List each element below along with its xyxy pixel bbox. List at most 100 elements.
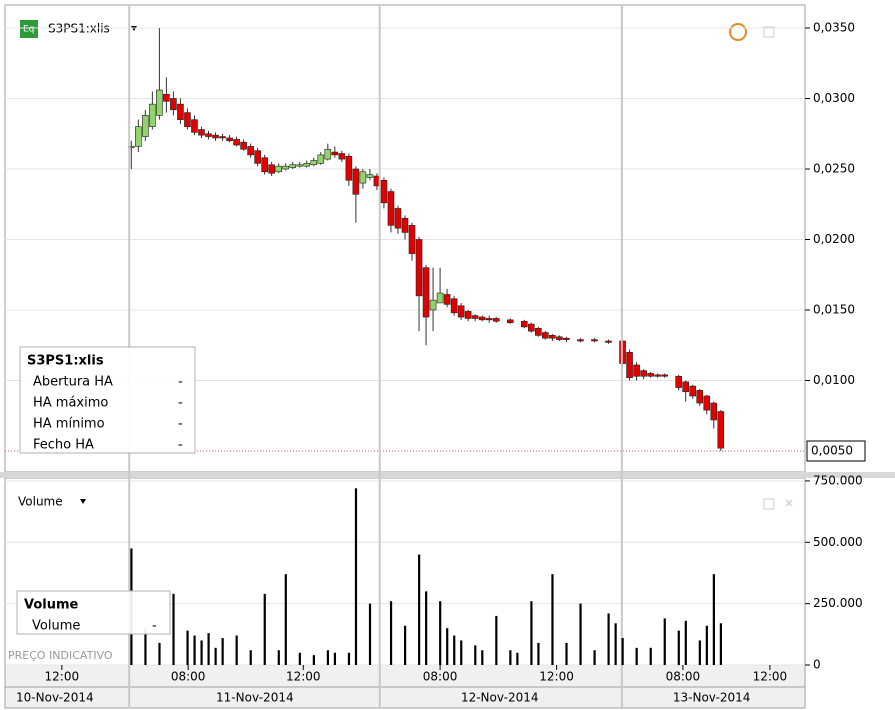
dropdown-arrow[interactable] bbox=[80, 499, 86, 504]
volume-bar bbox=[144, 628, 147, 665]
volume-bar bbox=[221, 638, 224, 665]
icon-glyph: Eq bbox=[23, 25, 34, 35]
close-icon[interactable]: ✕ bbox=[784, 497, 794, 511]
volume-bar bbox=[277, 650, 280, 665]
restore-icon[interactable] bbox=[763, 26, 775, 38]
candle-body bbox=[415, 239, 423, 297]
date-label: 11-Nov-2014 bbox=[216, 691, 294, 705]
y-tick-label: 0,0150 bbox=[813, 302, 855, 316]
candle-body bbox=[689, 385, 697, 397]
candle-body bbox=[345, 155, 353, 181]
volume-bar bbox=[193, 635, 196, 665]
date-label: 10-Nov-2014 bbox=[16, 691, 94, 705]
candle-body bbox=[696, 390, 704, 404]
candle-body bbox=[282, 165, 290, 170]
y-tick-label: 750.000 bbox=[813, 473, 863, 487]
candle-body bbox=[408, 225, 416, 254]
candle-body bbox=[717, 411, 725, 449]
volume-bar bbox=[698, 640, 701, 665]
x-tick-label: 08:00 bbox=[423, 670, 458, 684]
volume-bar bbox=[249, 650, 252, 665]
volume-bar bbox=[172, 593, 175, 665]
info-label: Abertura HA bbox=[33, 375, 113, 390]
candle-body bbox=[205, 133, 212, 137]
volume-bar bbox=[326, 650, 330, 665]
volume-bar bbox=[418, 554, 421, 665]
volume-bar bbox=[389, 601, 393, 665]
candle-body bbox=[352, 168, 360, 195]
volume-bar bbox=[649, 647, 652, 665]
restore-icon[interactable] bbox=[763, 498, 775, 510]
volume-bar bbox=[439, 601, 442, 665]
candle-body bbox=[478, 316, 486, 321]
candle-body bbox=[198, 129, 205, 136]
candle-body bbox=[268, 164, 275, 174]
candle-body bbox=[661, 374, 668, 377]
x-tick-label: 12:00 bbox=[286, 670, 321, 684]
info-value: - bbox=[152, 619, 157, 634]
candle-body bbox=[184, 112, 191, 127]
candle-body bbox=[149, 103, 156, 127]
volume-bar bbox=[235, 635, 238, 665]
candle-body bbox=[563, 337, 570, 340]
volume-bar bbox=[200, 640, 203, 665]
clock-icon[interactable] bbox=[729, 23, 747, 41]
candle-body bbox=[170, 98, 177, 111]
panel-splitter bbox=[0, 472, 895, 478]
candle-body bbox=[654, 374, 661, 377]
candle-body bbox=[542, 332, 549, 339]
candle-body bbox=[163, 93, 170, 102]
candle-body bbox=[429, 299, 437, 311]
candle-body bbox=[233, 139, 240, 146]
candle-body bbox=[401, 218, 409, 233]
volume-bar bbox=[186, 630, 189, 665]
y-tick-label: 0,0350 bbox=[813, 20, 855, 34]
info-label: HA mínimo bbox=[33, 417, 105, 432]
candle-body bbox=[577, 339, 584, 342]
volume-bar bbox=[635, 647, 638, 665]
volume-bar bbox=[312, 655, 315, 665]
volume-bar bbox=[453, 635, 456, 665]
candle-body bbox=[591, 339, 598, 342]
candle-body bbox=[366, 174, 374, 178]
volume-bar bbox=[404, 625, 407, 665]
plot-layer: 0,0100 0,0150 0,0200 0,0250 0,0300 0,0350 0 250… bbox=[5, 5, 863, 708]
candle-body bbox=[647, 373, 654, 377]
candle-body bbox=[177, 103, 184, 120]
info-box bbox=[19, 346, 196, 454]
candle-body bbox=[338, 153, 346, 160]
info-label: Fecho HA bbox=[33, 438, 94, 453]
info-value: - bbox=[178, 375, 183, 390]
last-price-box bbox=[806, 440, 866, 462]
date-axis bbox=[4, 686, 806, 709]
volume-bar bbox=[579, 603, 582, 665]
volume-title[interactable]: Volume bbox=[18, 495, 63, 509]
candle-body bbox=[626, 351, 633, 378]
x-tick-label: 12:00 bbox=[753, 670, 788, 684]
candle-body bbox=[310, 160, 318, 166]
instrument-icon bbox=[20, 20, 38, 38]
volume-bar bbox=[607, 613, 610, 665]
volume-bar bbox=[614, 623, 617, 665]
y-tick-label: 0,0300 bbox=[813, 91, 855, 105]
candle-body bbox=[471, 315, 479, 319]
candle-body bbox=[506, 319, 514, 323]
volume-bar bbox=[684, 620, 687, 665]
dropdown-arrow[interactable] bbox=[131, 26, 137, 31]
candle-body bbox=[556, 336, 563, 340]
info-title: Volume bbox=[24, 598, 79, 613]
volume-bar bbox=[460, 640, 463, 665]
volume-bar bbox=[425, 591, 428, 665]
instrument-title[interactable]: S3PS1:xlis bbox=[48, 22, 110, 36]
candle-body bbox=[549, 335, 556, 339]
candle-body bbox=[275, 165, 282, 173]
x-tick-label: 12:00 bbox=[539, 670, 574, 684]
candle-body bbox=[436, 292, 444, 304]
volume-bar bbox=[621, 638, 624, 665]
candle-body bbox=[247, 146, 254, 156]
candle-body bbox=[450, 298, 458, 314]
candle-body bbox=[703, 395, 711, 411]
info-title: S3PS1:xlis bbox=[27, 354, 104, 369]
y-tick-label: 0,0250 bbox=[813, 161, 855, 175]
